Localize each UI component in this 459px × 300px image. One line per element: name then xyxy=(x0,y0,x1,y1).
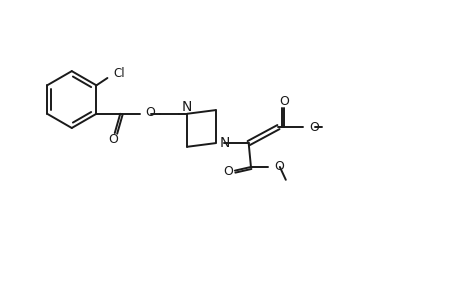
Text: O: O xyxy=(279,95,288,108)
Text: O: O xyxy=(223,165,233,178)
Text: O: O xyxy=(145,106,155,119)
Text: N: N xyxy=(182,100,192,114)
Text: N: N xyxy=(219,136,229,150)
Text: O: O xyxy=(108,133,118,146)
Text: Cl: Cl xyxy=(112,67,124,80)
Text: O: O xyxy=(274,160,284,172)
Text: O: O xyxy=(308,121,319,134)
